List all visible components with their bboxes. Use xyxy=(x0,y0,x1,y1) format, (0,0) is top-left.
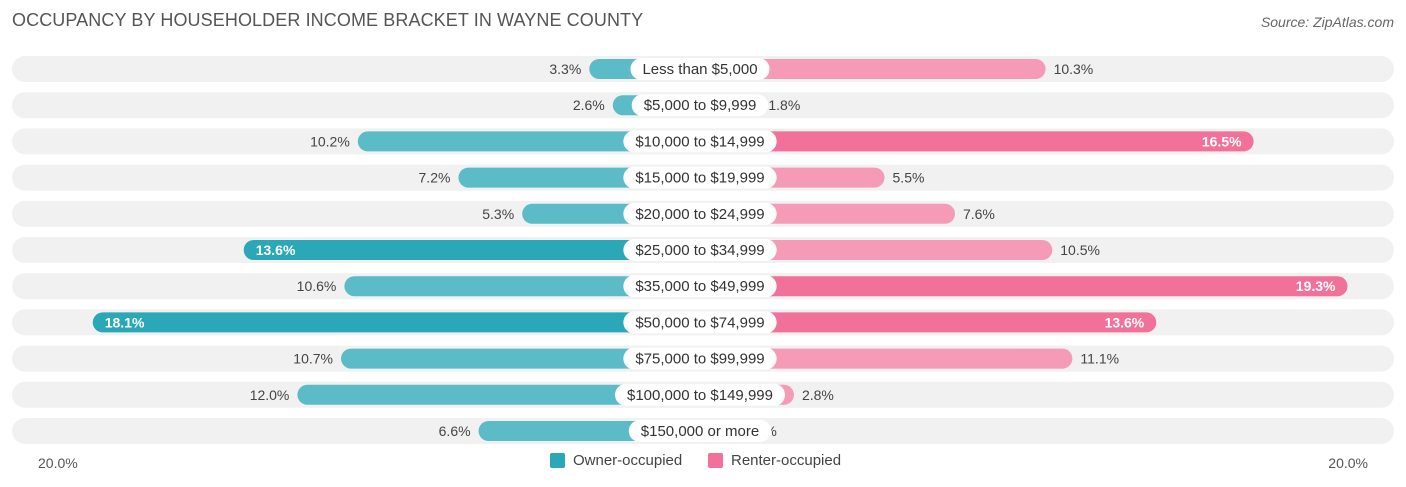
category-pill xyxy=(623,239,777,261)
renter-bar xyxy=(700,312,1157,333)
owner-bar xyxy=(243,240,700,260)
category-pill xyxy=(623,347,777,370)
source-label: Source: ZipAtlas.com xyxy=(1260,14,1394,30)
renter-value-label: 11.1% xyxy=(1080,351,1119,367)
category-label: $15,000 to $19,999 xyxy=(635,170,764,187)
renter-value-label: 5.5% xyxy=(893,170,925,186)
category-pill xyxy=(623,130,777,153)
renter-value-label: 19.3% xyxy=(1296,278,1336,294)
legend-renter-swatch xyxy=(708,453,723,468)
owner-bar xyxy=(92,312,701,333)
chart-title: OCCUPANCY BY HOUSEHOLDER INCOME BRACKET … xyxy=(12,10,644,30)
axis-left-label: 20.0% xyxy=(38,455,78,471)
category-pill xyxy=(628,420,772,442)
owner-value-label: 12.0% xyxy=(250,387,290,403)
category-label: $25,000 to $34,999 xyxy=(635,242,764,259)
owner-value-label: 10.7% xyxy=(293,351,333,367)
renter-value-label: 10.5% xyxy=(1060,242,1100,258)
category-pill xyxy=(623,202,777,225)
legend-renter-label: Renter-occupied xyxy=(731,452,842,469)
category-label: $50,000 to $74,999 xyxy=(635,314,764,331)
renter-value-label: 10.3% xyxy=(1054,61,1094,77)
renter-value-label: 7.6% xyxy=(963,206,995,222)
category-label: $10,000 to $14,999 xyxy=(635,133,764,150)
legend-owner: Owner-occupied xyxy=(550,452,682,469)
category-pill xyxy=(630,58,770,80)
category-pill xyxy=(615,383,785,406)
owner-bar xyxy=(341,348,700,369)
renter-value-label: 2.8% xyxy=(802,387,834,403)
owner-value-label: 18.1% xyxy=(105,314,145,330)
renter-bar xyxy=(700,348,1073,369)
owner-value-label: 7.2% xyxy=(419,170,451,186)
owner-value-label: 10.6% xyxy=(297,278,337,294)
renter-bar xyxy=(700,240,1053,260)
owner-value-label: 3.3% xyxy=(549,61,581,77)
renter-bar xyxy=(700,276,1348,297)
category-label: $75,000 to $99,999 xyxy=(635,351,764,368)
owner-value-label: 6.6% xyxy=(439,423,471,439)
legend: Owner-occupied Renter-occupied xyxy=(0,452,1406,474)
owner-bar xyxy=(297,384,700,405)
owner-bar xyxy=(357,131,700,152)
category-label: $20,000 to $24,999 xyxy=(635,206,764,223)
chart-svg: 3.3% 10.3% Less than $5,000 2.6% 1.8% $5,000 … xyxy=(12,56,1394,444)
legend-owner-swatch xyxy=(550,453,565,468)
renter-value-label: 13.6% xyxy=(1105,314,1145,330)
owner-value-label: 2.6% xyxy=(573,97,605,113)
renter-value-label: 1.8% xyxy=(768,97,800,113)
category-pill xyxy=(623,166,777,189)
legend-owner-label: Owner-occupied xyxy=(573,452,683,469)
category-pill xyxy=(623,275,777,298)
owner-value-label: 10.2% xyxy=(310,133,350,149)
renter-value-label: 16.5% xyxy=(1202,133,1242,149)
category-pill xyxy=(623,311,777,334)
owner-value-label: 13.6% xyxy=(256,242,296,258)
renter-bar xyxy=(700,131,1254,152)
category-label: Less than $5,000 xyxy=(642,61,757,78)
category-pill xyxy=(631,94,769,117)
category-label: $150,000 or more xyxy=(641,423,759,440)
category-label: $5,000 to $9,999 xyxy=(644,97,757,114)
category-label: $35,000 to $49,999 xyxy=(635,278,764,295)
renter-bar xyxy=(700,59,1046,79)
axis-right-label: 20.0% xyxy=(1328,455,1368,471)
category-label: $100,000 to $149,999 xyxy=(627,387,773,404)
owner-value-label: 5.3% xyxy=(482,206,514,222)
owner-bar xyxy=(344,276,700,297)
legend-renter: Renter-occupied xyxy=(708,452,841,469)
